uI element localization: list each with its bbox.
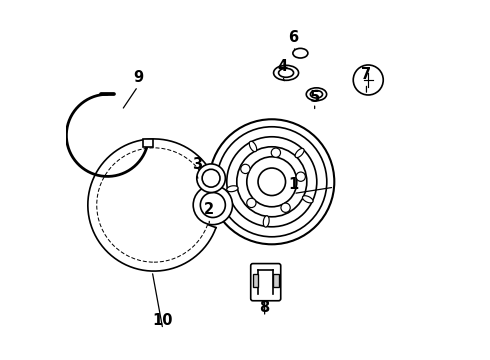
Circle shape xyxy=(197,164,225,193)
Circle shape xyxy=(125,176,182,234)
Circle shape xyxy=(115,166,193,244)
Ellipse shape xyxy=(306,88,327,101)
Text: 1: 1 xyxy=(288,177,298,192)
Circle shape xyxy=(258,168,286,195)
Polygon shape xyxy=(88,139,216,271)
Ellipse shape xyxy=(302,196,313,203)
Circle shape xyxy=(200,193,225,217)
Bar xyxy=(143,139,153,147)
Circle shape xyxy=(97,148,211,262)
Circle shape xyxy=(193,185,232,225)
Bar xyxy=(253,274,258,287)
Text: 6: 6 xyxy=(288,30,298,45)
Text: 5: 5 xyxy=(310,90,320,105)
Ellipse shape xyxy=(279,68,294,77)
Circle shape xyxy=(353,65,383,95)
Text: 8: 8 xyxy=(260,300,270,315)
Circle shape xyxy=(241,164,250,174)
Circle shape xyxy=(134,185,173,225)
Ellipse shape xyxy=(295,148,304,158)
Circle shape xyxy=(296,172,305,181)
Circle shape xyxy=(281,203,290,212)
Text: 7: 7 xyxy=(362,67,371,82)
Text: 9: 9 xyxy=(133,70,143,85)
Circle shape xyxy=(209,119,334,244)
Ellipse shape xyxy=(293,48,308,58)
Circle shape xyxy=(247,157,297,207)
Ellipse shape xyxy=(227,186,238,192)
Text: 4: 4 xyxy=(277,59,288,74)
Text: 3: 3 xyxy=(192,157,202,172)
Circle shape xyxy=(247,198,256,208)
Ellipse shape xyxy=(263,216,269,227)
Circle shape xyxy=(271,148,280,157)
Bar xyxy=(273,274,279,287)
Circle shape xyxy=(237,147,307,217)
Circle shape xyxy=(217,127,327,237)
Ellipse shape xyxy=(310,90,322,98)
Ellipse shape xyxy=(273,65,298,80)
Circle shape xyxy=(202,169,220,187)
Text: 2: 2 xyxy=(204,202,214,217)
FancyBboxPatch shape xyxy=(251,264,281,301)
Circle shape xyxy=(227,137,317,227)
Ellipse shape xyxy=(249,141,257,152)
Text: 10: 10 xyxy=(152,313,173,328)
Bar xyxy=(258,270,273,294)
